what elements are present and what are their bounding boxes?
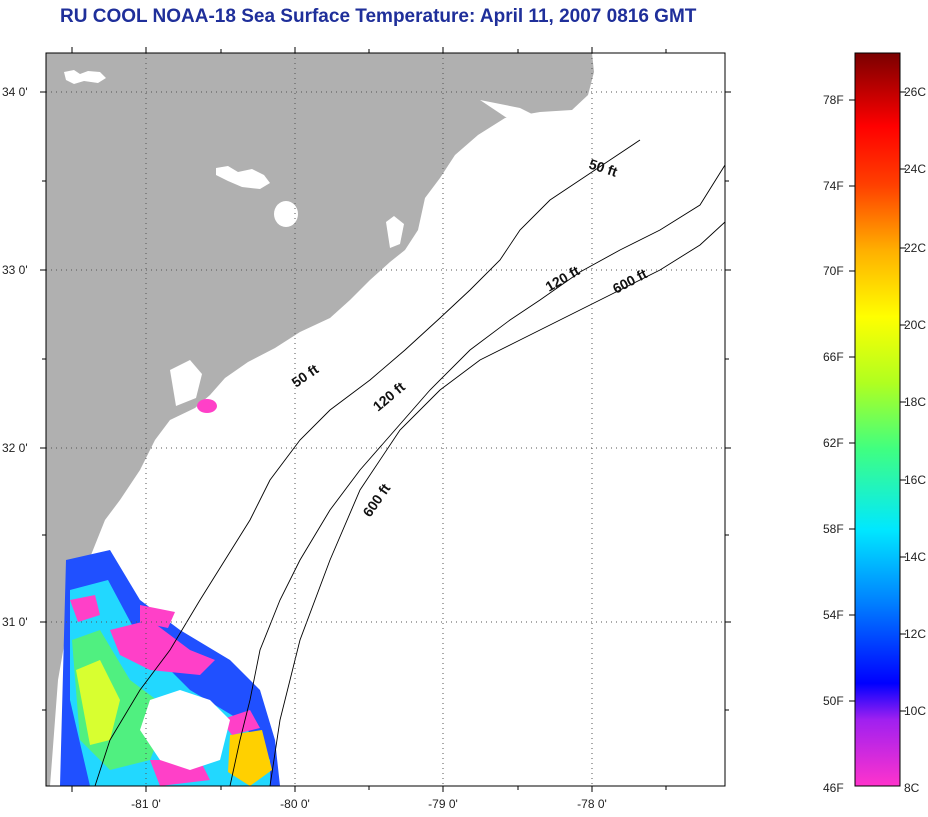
cbar-c-24: 24C: [904, 162, 926, 176]
lat-label-33: 33 0': [2, 263, 28, 277]
colorbar-ticks: [849, 91, 906, 712]
map-frame: [45, 52, 726, 787]
colorbar-celsius-labels: 26C 24C 22C 20C 18C 16C 14C 12C 10C 8C: [904, 85, 926, 795]
cbar-f-50: 50F: [823, 694, 844, 708]
cbar-c-14: 14C: [904, 550, 926, 564]
lon-label-81: -81 0': [131, 797, 161, 811]
map-title: RU COOL NOAA-18 Sea Surface Temperature:…: [60, 6, 697, 27]
isobath-lines: [94, 139, 725, 786]
lon-label-78: -78 0': [577, 797, 607, 811]
grid: [46, 53, 725, 786]
cbar-c-22: 22C: [904, 241, 926, 255]
lon-label-79: -79 0': [428, 797, 458, 811]
cbar-f-54: 54F: [823, 608, 844, 622]
cbar-f-62: 62F: [823, 436, 844, 450]
colorbar-fahrenheit-labels: 78F 74F 70F 66F 62F 58F 54F 50F 46F: [823, 93, 844, 795]
lon-label-80: -80 0': [280, 797, 310, 811]
color-bar: [854, 52, 901, 787]
cbar-f-66: 66F: [823, 350, 844, 364]
cbar-f-70: 70F: [823, 264, 844, 278]
cbar-c-8: 8C: [904, 781, 920, 795]
lat-label-34: 34 0': [2, 85, 28, 99]
cbar-c-20: 20C: [904, 318, 926, 332]
cbar-c-16: 16C: [904, 473, 926, 487]
cbar-c-18: 18C: [904, 395, 926, 409]
cbar-c-10: 10C: [904, 704, 926, 718]
tick-marks: [40, 47, 731, 792]
cbar-f-74: 74F: [823, 179, 844, 193]
cbar-c-26: 26C: [904, 85, 926, 99]
sst-patches: [60, 399, 280, 786]
lat-label-31: 31 0': [2, 615, 28, 629]
cbar-c-12: 12C: [904, 627, 926, 641]
cbar-f-58: 58F: [823, 522, 844, 536]
cbar-f-46: 46F: [823, 781, 844, 795]
cbar-f-78: 78F: [823, 93, 844, 107]
lat-label-32: 32 0': [2, 441, 28, 455]
land-area: [46, 53, 594, 786]
inland-water: [64, 70, 540, 406]
